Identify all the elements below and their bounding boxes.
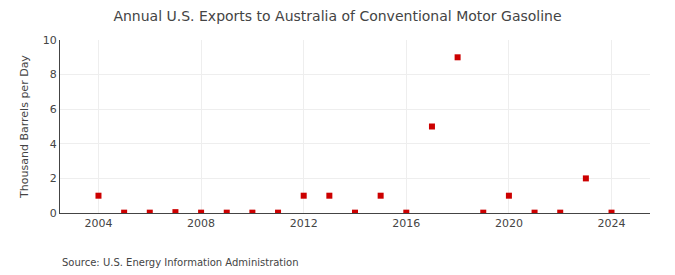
svg-text:Annual U.S. Exports to Austral: Annual U.S. Exports to Australia of Conv… bbox=[113, 8, 561, 24]
svg-text:2012: 2012 bbox=[290, 217, 318, 230]
svg-text:2004: 2004 bbox=[84, 217, 112, 230]
svg-text:Thousand Barrels per Day: Thousand Barrels per Day bbox=[18, 55, 31, 199]
svg-text:2008: 2008 bbox=[187, 217, 215, 230]
svg-text:2024: 2024 bbox=[598, 217, 626, 230]
svg-text:Source: U.S. Energy Informatio: Source: U.S. Energy Information Administ… bbox=[62, 257, 299, 268]
svg-text:4: 4 bbox=[50, 138, 57, 151]
svg-text:2016: 2016 bbox=[392, 217, 420, 230]
svg-text:8: 8 bbox=[50, 68, 57, 81]
svg-text:6: 6 bbox=[50, 103, 57, 116]
svg-text:2: 2 bbox=[50, 172, 57, 185]
svg-text:2020: 2020 bbox=[495, 217, 523, 230]
svg-text:0: 0 bbox=[50, 207, 57, 220]
svg-text:10: 10 bbox=[43, 34, 57, 47]
